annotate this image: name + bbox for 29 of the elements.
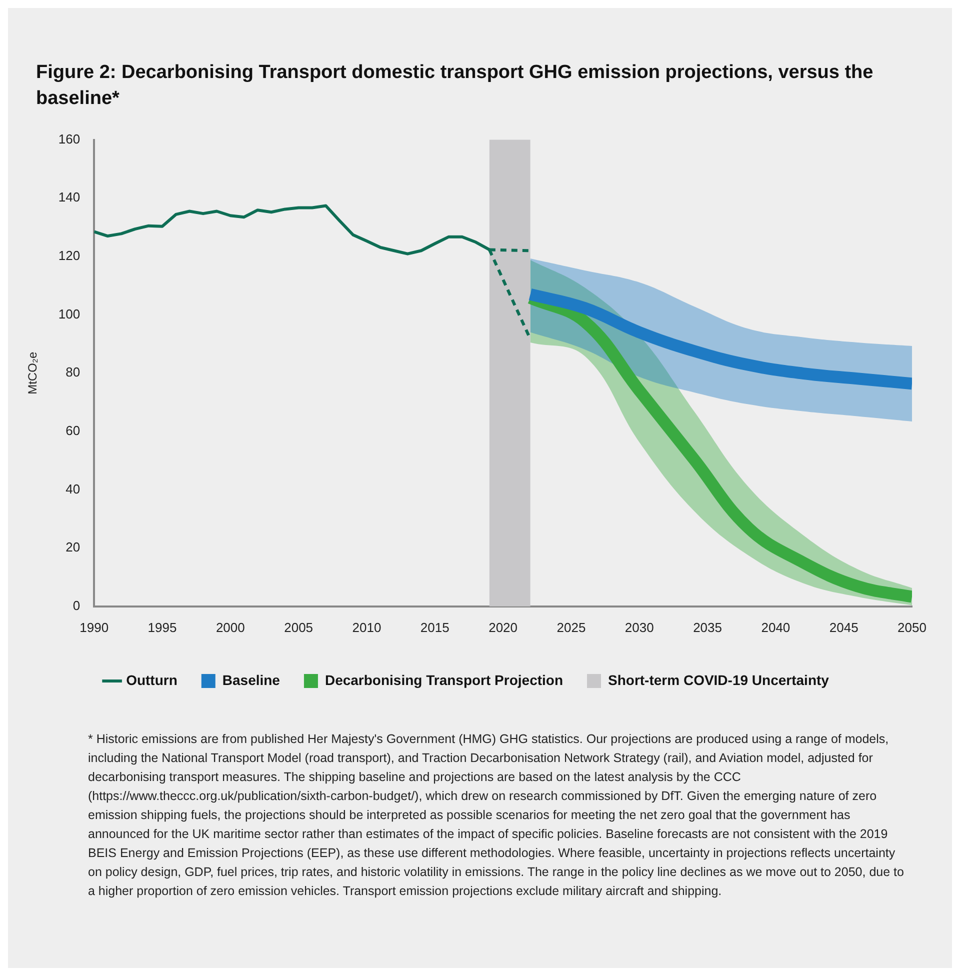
y-tick-label: 80	[66, 364, 80, 380]
x-tick-label: 2025	[556, 620, 586, 635]
x-tick-label: 2050	[898, 620, 926, 635]
text: * Historic emissions are from published Her Majesty's Government (HMG) GHG statistics. Our projections are produced using a range of models, including the National Transport Model (road transport), and Traction Decarbonisation Network Strategy (rail), and Aviation model, adjusted for decarbonising transport measures. The shipping baseline and projections are based on the latest analysis by the CCC (https://www.theccc.org.uk/publication/sixth-carbon-budget/), which drew on research commissioned by DfT. Given the emerging nature of zero emission shipping fuels, the projections should be interpreted as possible scenarios for meeting the net zero goal that the government has announced for the UK maritime sector rather than estimates of the impact of specific policies. Baseline forecasts are not consistent with the 2019 BEIS Energy and Emission Projections (EEP), as these use different methodologies. Where feasible, uncertainty in projections reflects uncertainty on policy design, GDP, fuel prices, trip rates, and historic volatility in emissions. The range in the policy line declines as we move out to 2050, due to a higher proportion of zero emission vehicles. Transport emission projections exclude military aircraft and shipping.	[88, 732, 904, 898]
y-tick-label: 0	[72, 598, 80, 613]
x-tick-label: 2000	[216, 620, 245, 635]
x-tick-label: 1995	[148, 620, 177, 635]
y-tick-label: 120	[58, 248, 80, 264]
x-tick-label: 2035	[693, 620, 722, 635]
x-tick-label: 2005	[284, 620, 314, 635]
x-tick-label: 2040	[761, 620, 790, 635]
y-tick-label: 60	[66, 423, 80, 438]
x-tick-label: 2015	[420, 620, 450, 635]
y-tick-label: 160	[58, 131, 80, 146]
legend-label: Decarbonising Transport Projection	[324, 672, 564, 688]
legend-label: Outturn	[126, 672, 178, 688]
chart-title: Figure 2: Decarbonising Transport domestic transport GHG emission projections, versus the baseline*	[36, 61, 874, 111]
y-tick-label: 100	[58, 306, 80, 322]
x-tick-label: 2045	[829, 620, 858, 635]
x-tick-label: 2010	[352, 620, 382, 635]
legend-label: Baseline	[222, 672, 280, 688]
y-tick-label: 140	[58, 190, 80, 205]
y-tick-label: 20	[66, 540, 80, 555]
x-tick-label: 2030	[624, 620, 654, 635]
y-axis-title: MtCO₂e	[26, 351, 40, 394]
y-tick-label: 40	[66, 481, 80, 496]
legend-label: Short-term COVID-19 Uncertainty	[608, 672, 830, 688]
x-tick-label: 1990	[80, 620, 109, 635]
x-tick-label: 2020	[488, 620, 518, 635]
